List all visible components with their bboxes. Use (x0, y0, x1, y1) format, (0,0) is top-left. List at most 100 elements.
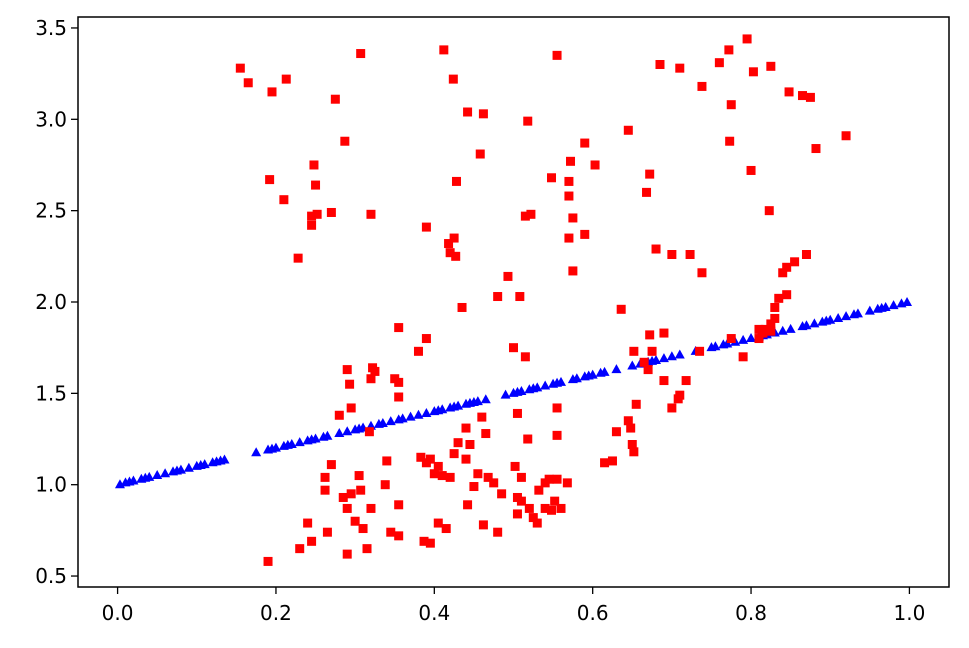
red-square-point (754, 334, 764, 344)
red-square-point (370, 366, 380, 376)
red-square-point (439, 45, 449, 55)
x-tick-label: 0.0 (102, 601, 134, 625)
red-square-point (841, 131, 851, 141)
blue-triangle-point (785, 323, 796, 333)
red-square-point (444, 239, 454, 249)
red-square-point (334, 410, 344, 420)
blue-triangle-point (841, 311, 852, 321)
red-square-point (463, 500, 473, 510)
red-square-point (556, 503, 566, 513)
red-square-point (748, 67, 758, 77)
red-square-point (659, 376, 669, 386)
red-square-point (448, 74, 458, 84)
red-square-point (457, 302, 467, 312)
red-square-point (675, 390, 685, 400)
blue-triangle-point (746, 333, 757, 343)
red-square-point (451, 251, 461, 261)
red-square-point (356, 49, 366, 59)
blue-triangle-point (611, 364, 622, 374)
blue-triangle-point (888, 300, 899, 310)
red-square-point (503, 271, 513, 281)
red-square-point (243, 78, 253, 88)
red-square-point (366, 503, 376, 513)
red-square-point (534, 485, 544, 495)
red-square-point (766, 326, 776, 336)
blue-triangle-point (627, 360, 638, 370)
red-square-point (639, 357, 649, 367)
blue-triangle-point (397, 413, 408, 423)
red-square-point (295, 544, 305, 554)
red-square-point (629, 447, 639, 457)
blue-triangle-point (128, 475, 139, 485)
blue-triangle-point (219, 454, 230, 464)
red-square-point (523, 434, 533, 444)
red-square-point (421, 222, 431, 232)
red-square-point (790, 257, 800, 267)
red-square-point (564, 176, 574, 186)
red-square-point (667, 403, 677, 413)
red-square-point (342, 549, 352, 559)
blue-triangle-point (516, 386, 527, 396)
red-square-point (493, 527, 503, 537)
red-square-point (465, 440, 475, 449)
red-square-point (309, 160, 319, 170)
red-square-point (626, 423, 636, 433)
red-square-point (515, 292, 525, 302)
red-square-point (616, 304, 626, 314)
red-square-point (655, 60, 665, 69)
data-points (114, 34, 913, 566)
red-square-point (580, 229, 590, 239)
blue-triangle-point (532, 382, 543, 392)
red-square-point (394, 500, 404, 510)
red-square-point (524, 503, 534, 513)
blue-triangle-point (144, 471, 155, 481)
red-square-point (725, 136, 735, 146)
red-square-point (421, 334, 431, 344)
blue-triangle-point (480, 394, 491, 404)
red-square-point (697, 268, 707, 278)
red-square-point (481, 429, 491, 439)
red-square-point (681, 376, 691, 386)
blue-triangle-point (310, 433, 321, 443)
blue-triangle-point (540, 380, 551, 390)
red-square-point (764, 206, 774, 216)
y-tick-label: 2.5 (35, 199, 67, 223)
red-square-point (394, 377, 404, 387)
red-square-point (445, 472, 455, 482)
red-square-point (714, 58, 724, 68)
red-square-point (445, 248, 455, 258)
blue-triangle-point (270, 442, 281, 452)
red-square-point (326, 207, 336, 217)
red-square-point (263, 556, 273, 566)
red-square-point (483, 472, 493, 482)
red-square-point (320, 472, 330, 482)
red-square-point (364, 427, 374, 437)
y-tick-label: 1.5 (35, 381, 67, 405)
red-square-point (437, 471, 447, 481)
red-square-point (303, 518, 313, 528)
red-square-point (782, 290, 792, 300)
red-square-point (451, 176, 461, 186)
x-tick-label: 0.4 (418, 601, 450, 625)
blue-triangle-point (500, 389, 511, 399)
red-square-point (330, 94, 340, 104)
y-tick-label: 1.0 (35, 473, 67, 497)
red-square-point (523, 116, 533, 126)
red-square-point (345, 379, 355, 389)
blue-triangle-point (175, 464, 186, 474)
red-square-point (493, 292, 503, 302)
blue-triangle-point (385, 416, 396, 426)
y-tick-label: 0.5 (35, 564, 67, 588)
red-square-point (307, 220, 317, 230)
red-square-point (607, 456, 617, 466)
red-square-point (342, 503, 352, 513)
blue-triangle-point (160, 468, 171, 478)
red-square-point (469, 482, 479, 492)
red-square-point (623, 416, 633, 426)
red-square-point (643, 365, 653, 375)
red-square-point (552, 430, 562, 440)
blue-triangle-point (833, 312, 844, 322)
red-square-point (659, 328, 669, 338)
red-square-point (413, 346, 423, 356)
